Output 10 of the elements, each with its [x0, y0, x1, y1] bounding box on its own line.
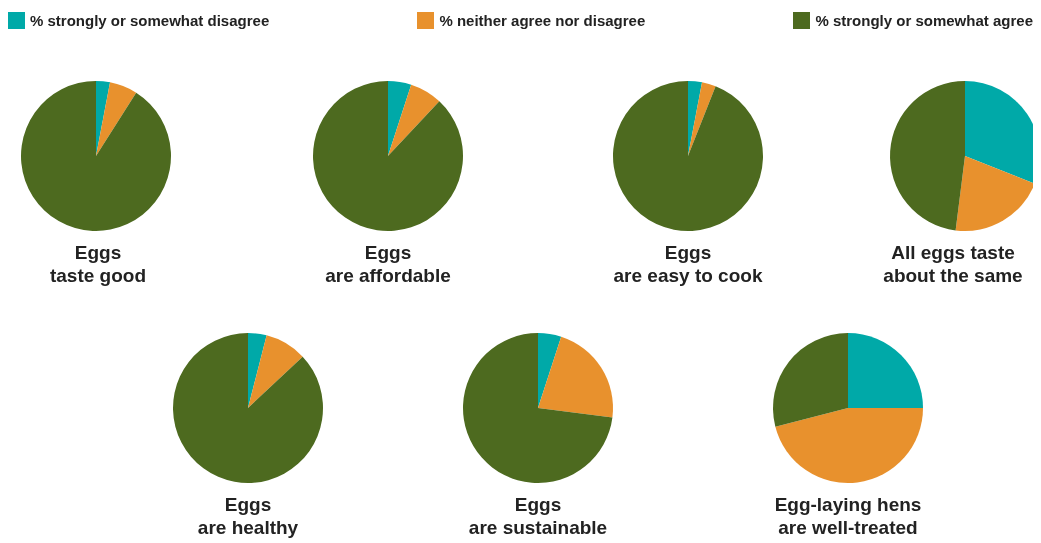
text: Egg-laying hens are well-treated — [774, 494, 922, 538]
text: All eggs taste about the same — [883, 242, 1023, 286]
text: Eggs are affordable — [325, 242, 451, 286]
text: Eggs are healthy — [197, 494, 299, 538]
legend-label: % strongly or somewhat agree — [815, 12, 1033, 29]
text: Eggs taste good — [49, 242, 147, 286]
text: Eggs are easy to cook — [613, 242, 763, 286]
text: Eggs are sustainable — [468, 494, 608, 538]
legend-label: % neither agree nor disagree — [439, 12, 646, 29]
legend-label: % strongly or somewhat disagree — [30, 12, 270, 29]
